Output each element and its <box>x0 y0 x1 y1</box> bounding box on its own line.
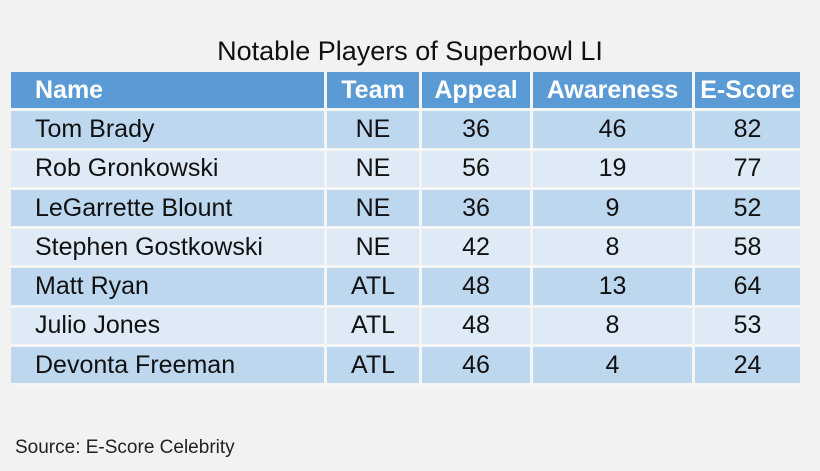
player-name-cell: Matt Ryan <box>11 268 327 308</box>
appeal-cell: 48 <box>422 307 533 348</box>
column-header-e-score: E-Score <box>695 72 800 112</box>
team-cell: ATL <box>327 347 422 387</box>
e-score-cell: 52 <box>695 189 800 230</box>
header-row: Name Team Appeal Awareness E-Score <box>11 72 800 112</box>
table-row: Matt Ryan ATL 48 13 64 <box>11 268 800 308</box>
table-row: Rob Gronkowski NE 56 19 77 <box>11 150 800 190</box>
team-cell: ATL <box>327 307 422 348</box>
e-score-cell: 82 <box>695 111 800 151</box>
data-table: Name Team Appeal Awareness E-Score Tom B… <box>11 72 800 387</box>
awareness-cell: 8 <box>533 307 695 348</box>
team-cell: NE <box>327 111 422 151</box>
awareness-cell: 4 <box>533 347 695 387</box>
awareness-cell: 13 <box>533 268 695 308</box>
awareness-cell: 46 <box>533 111 695 151</box>
player-name-cell: LeGarrette Blount <box>11 189 327 230</box>
awareness-cell: 9 <box>533 189 695 230</box>
appeal-cell: 48 <box>422 268 533 308</box>
table-row: Devonta Freeman ATL 46 4 24 <box>11 347 800 387</box>
team-cell: NE <box>327 229 422 269</box>
player-name-cell: Julio Jones <box>11 307 327 348</box>
team-cell: NE <box>327 150 422 190</box>
awareness-cell: 8 <box>533 229 695 269</box>
source-note: Source: E-Score Celebrity <box>15 437 235 458</box>
player-name-cell: Tom Brady <box>11 111 327 151</box>
e-score-cell: 64 <box>695 268 800 308</box>
e-score-cell: 24 <box>695 347 800 387</box>
table-row: Tom Brady NE 36 46 82 <box>11 111 800 151</box>
appeal-cell: 42 <box>422 229 533 269</box>
e-score-cell: 53 <box>695 307 800 348</box>
e-score-cell: 77 <box>695 150 800 190</box>
appeal-cell: 56 <box>422 150 533 190</box>
player-name-cell: Devonta Freeman <box>11 347 327 387</box>
e-score-cell: 58 <box>695 229 800 269</box>
chart-title: Notable Players of Superbowl LI <box>217 36 603 66</box>
table-row: LeGarrette Blount NE 36 9 52 <box>11 189 800 230</box>
appeal-cell: 46 <box>422 347 533 387</box>
column-header-name: Name <box>11 72 327 112</box>
appeal-cell: 36 <box>422 111 533 151</box>
team-cell: ATL <box>327 268 422 308</box>
table-row: Stephen Gostkowski NE 42 8 58 <box>11 229 800 269</box>
column-header-appeal: Appeal <box>422 72 533 112</box>
table-row: Julio Jones ATL 48 8 53 <box>11 307 800 348</box>
appeal-cell: 36 <box>422 189 533 230</box>
awareness-cell: 19 <box>533 150 695 190</box>
column-header-team: Team <box>327 72 422 112</box>
team-cell: NE <box>327 189 422 230</box>
player-name-cell: Rob Gronkowski <box>11 150 327 190</box>
column-header-awareness: Awareness <box>533 72 695 112</box>
player-name-cell: Stephen Gostkowski <box>11 229 327 269</box>
